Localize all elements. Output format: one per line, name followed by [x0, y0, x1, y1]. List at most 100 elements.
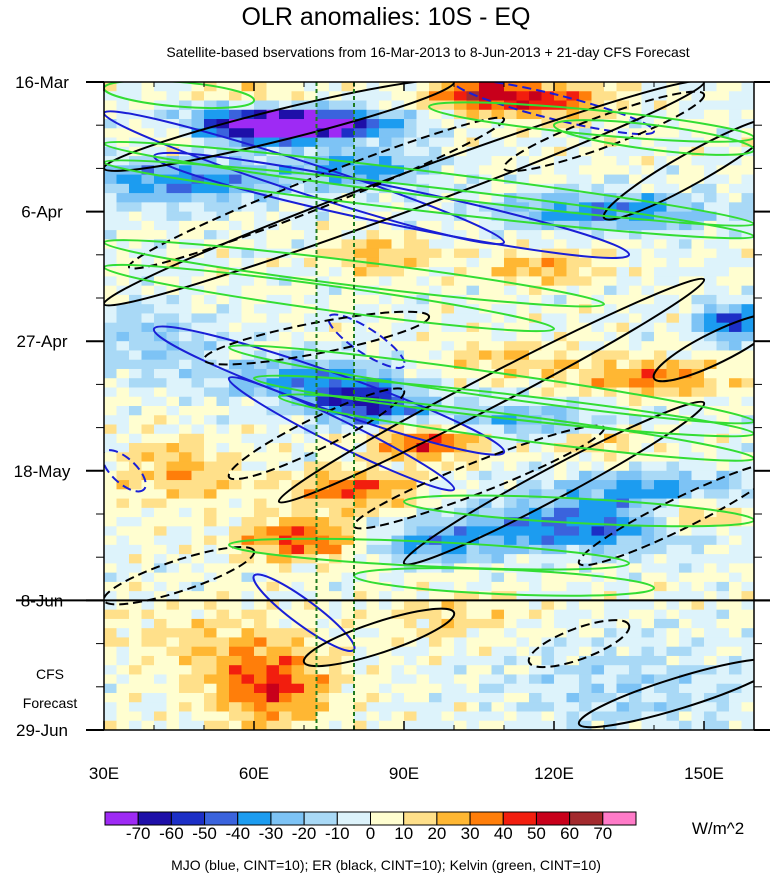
heatmap-cell: [479, 239, 493, 250]
heatmap-cell: [416, 544, 430, 555]
heatmap-cell: [566, 165, 580, 176]
heatmap-cell: [554, 174, 568, 185]
heatmap-cell: [179, 480, 193, 490]
heatmap-cell: [304, 461, 318, 472]
heatmap-cell: [479, 711, 493, 722]
heatmap-cell: [404, 119, 418, 129]
heatmap-cell: [129, 350, 143, 361]
heatmap-cell: [741, 507, 754, 518]
heatmap-cell: [266, 128, 280, 139]
heatmap-cell: [166, 183, 180, 194]
heatmap-cell: [679, 461, 693, 472]
heatmap-cell: [241, 480, 255, 490]
heatmap-cell: [216, 91, 230, 102]
heatmap-cell: [116, 396, 130, 407]
heatmap-cell: [616, 100, 630, 111]
heatmap-cell: [216, 600, 230, 611]
heatmap-cell: [404, 507, 418, 518]
heatmap-cell: [654, 156, 668, 166]
heatmap-cell: [604, 276, 618, 287]
heatmap-cell: [529, 220, 543, 231]
heatmap-cell: [191, 276, 205, 287]
heatmap-cell: [454, 554, 468, 564]
heatmap-cell: [254, 702, 268, 713]
heatmap-cell: [129, 396, 143, 407]
heatmap-cell: [741, 294, 754, 305]
heatmap-cell: [354, 220, 368, 231]
heatmap-cell: [629, 609, 643, 620]
heatmap-cell: [141, 443, 155, 453]
heatmap-cell: [279, 655, 293, 666]
heatmap-cell: [304, 119, 318, 129]
heatmap-cell: [691, 313, 705, 324]
heatmap-cell: [229, 378, 243, 389]
heatmap-cell: [554, 683, 568, 694]
heatmap-cell: [454, 165, 468, 176]
y-tick-label: 6-Apr: [21, 203, 63, 222]
heatmap-cell: [541, 146, 555, 157]
heatmap-cell: [191, 183, 205, 194]
heatmap-cell: [516, 220, 530, 231]
heatmap-cell: [241, 82, 255, 92]
heatmap-cell: [104, 202, 118, 213]
heatmap-cell: [216, 378, 230, 389]
heatmap-cell: [416, 618, 430, 629]
heatmap-cell: [354, 517, 368, 527]
heatmap-cell: [704, 304, 718, 315]
heatmap-cell: [104, 183, 118, 194]
heatmap-cell: [516, 276, 530, 287]
heatmap-cell: [704, 646, 718, 657]
heatmap-cell: [266, 711, 280, 722]
heatmap-cell: [729, 655, 743, 666]
heatmap-cell: [666, 720, 680, 730]
heatmap-cell: [541, 572, 555, 583]
heatmap-cell: [441, 331, 455, 342]
heatmap-cell: [391, 276, 405, 287]
heatmap-cell: [116, 674, 130, 685]
x-tick-label: 30E: [89, 764, 119, 783]
heatmap-cell: [616, 257, 630, 268]
heatmap-cell: [304, 146, 318, 157]
heatmap-cell: [679, 156, 693, 166]
heatmap-cell: [679, 443, 693, 453]
heatmap-cell: [466, 137, 480, 148]
heatmap-cell: [241, 637, 255, 648]
heatmap-cell: [704, 674, 718, 685]
heatmap-cell: [616, 609, 630, 620]
heatmap-cell: [554, 655, 568, 666]
heatmap-cell: [254, 248, 268, 259]
heatmap-cell: [241, 128, 255, 139]
heatmap-cell: [716, 313, 730, 324]
heatmap-cell: [116, 230, 130, 240]
heatmap-cell: [579, 82, 593, 92]
heatmap-cell: [166, 109, 180, 120]
heatmap-cell: [579, 341, 593, 352]
heatmap-cell: [304, 443, 318, 453]
heatmap-cell: [254, 137, 268, 148]
heatmap-cell: [654, 665, 668, 676]
heatmap-cell: [641, 193, 655, 203]
heatmap-cell: [316, 535, 330, 546]
heatmap-cell: [179, 517, 193, 527]
heatmap-cell: [204, 82, 218, 92]
heatmap-cell: [654, 443, 668, 453]
heatmap-cell: [116, 415, 130, 426]
heatmap-cell: [729, 600, 743, 611]
heatmap-cell: [166, 128, 180, 139]
heatmap-cell: [541, 646, 555, 657]
heatmap-cell: [741, 100, 754, 111]
heatmap-cell: [579, 109, 593, 120]
heatmap-cell: [104, 480, 118, 490]
heatmap-cell: [491, 646, 505, 657]
heatmap-cell: [254, 489, 268, 500]
heatmap-cell: [604, 526, 618, 537]
heatmap-cell: [729, 581, 743, 592]
heatmap-cell: [704, 331, 718, 342]
heatmap-cell: [116, 331, 130, 342]
heatmap-cell: [741, 276, 754, 287]
heatmap-cell: [304, 535, 318, 546]
heatmap-cell: [441, 415, 455, 426]
heatmap-cell: [691, 674, 705, 685]
heatmap-cell: [354, 581, 368, 592]
heatmap-cell: [591, 387, 605, 398]
